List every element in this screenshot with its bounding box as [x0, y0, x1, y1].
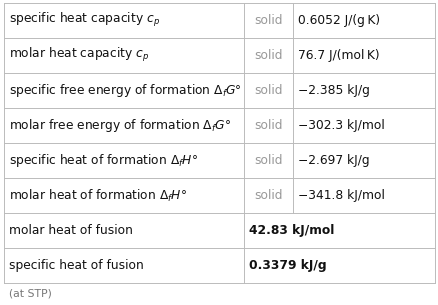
Text: molar heat capacity $c_p$: molar heat capacity $c_p$: [9, 46, 149, 64]
Text: 76.7 J/(mol K): 76.7 J/(mol K): [297, 49, 379, 62]
Text: molar heat of formation $\Delta_f H°$: molar heat of formation $\Delta_f H°$: [9, 188, 187, 203]
Text: specific heat capacity $c_p$: specific heat capacity $c_p$: [9, 12, 160, 30]
Text: molar heat of fusion: molar heat of fusion: [9, 224, 133, 237]
Text: solid: solid: [254, 189, 283, 202]
Text: molar free energy of formation $\Delta_f G°$: molar free energy of formation $\Delta_f…: [9, 117, 230, 134]
Text: −302.3 kJ/mol: −302.3 kJ/mol: [297, 119, 384, 132]
Text: (at STP): (at STP): [9, 289, 52, 299]
Text: −2.697 kJ/g: −2.697 kJ/g: [297, 154, 369, 167]
Text: solid: solid: [254, 119, 283, 132]
Text: specific free energy of formation $\Delta_f G°$: specific free energy of formation $\Delt…: [9, 82, 241, 99]
Text: solid: solid: [254, 84, 283, 97]
Text: −341.8 kJ/mol: −341.8 kJ/mol: [297, 189, 384, 202]
Text: 42.83 kJ/mol: 42.83 kJ/mol: [249, 224, 334, 237]
Text: solid: solid: [254, 154, 283, 167]
Text: specific heat of fusion: specific heat of fusion: [9, 259, 143, 272]
Text: specific heat of formation $\Delta_f H°$: specific heat of formation $\Delta_f H°$: [9, 152, 198, 169]
Text: 0.3379 kJ/g: 0.3379 kJ/g: [249, 259, 326, 272]
Text: solid: solid: [254, 14, 283, 27]
Text: 0.6052 J/(g K): 0.6052 J/(g K): [297, 14, 379, 27]
Text: −2.385 kJ/g: −2.385 kJ/g: [297, 84, 369, 97]
Text: solid: solid: [254, 49, 283, 62]
